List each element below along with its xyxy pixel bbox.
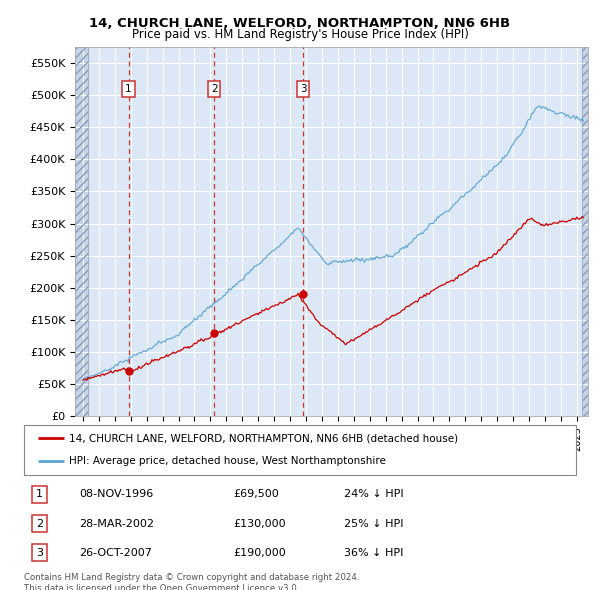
- Text: 2: 2: [36, 519, 43, 529]
- Text: 28-MAR-2002: 28-MAR-2002: [79, 519, 154, 529]
- Text: £130,000: £130,000: [234, 519, 286, 529]
- Text: 26-OCT-2007: 26-OCT-2007: [79, 548, 152, 558]
- Text: Contains HM Land Registry data © Crown copyright and database right 2024.
This d: Contains HM Land Registry data © Crown c…: [24, 573, 359, 590]
- Text: 14, CHURCH LANE, WELFORD, NORTHAMPTON, NN6 6HB: 14, CHURCH LANE, WELFORD, NORTHAMPTON, N…: [89, 17, 511, 30]
- Text: 14, CHURCH LANE, WELFORD, NORTHAMPTON, NN6 6HB (detached house): 14, CHURCH LANE, WELFORD, NORTHAMPTON, N…: [69, 433, 458, 443]
- Text: 08-NOV-1996: 08-NOV-1996: [79, 489, 154, 499]
- FancyBboxPatch shape: [24, 425, 576, 475]
- Text: 25% ↓ HPI: 25% ↓ HPI: [344, 519, 404, 529]
- Text: Price paid vs. HM Land Registry's House Price Index (HPI): Price paid vs. HM Land Registry's House …: [131, 28, 469, 41]
- Text: 1: 1: [125, 84, 132, 94]
- Bar: [581, 47, 588, 416]
- Text: 3: 3: [36, 548, 43, 558]
- Text: HPI: Average price, detached house, West Northamptonshire: HPI: Average price, detached house, West…: [69, 457, 386, 467]
- Text: 36% ↓ HPI: 36% ↓ HPI: [344, 548, 404, 558]
- Bar: [581, 47, 588, 416]
- Text: 3: 3: [300, 84, 307, 94]
- Text: 24% ↓ HPI: 24% ↓ HPI: [344, 489, 404, 499]
- Text: £69,500: £69,500: [234, 489, 280, 499]
- Bar: [75, 47, 88, 416]
- Text: £190,000: £190,000: [234, 548, 287, 558]
- Text: 1: 1: [36, 489, 43, 499]
- Text: 2: 2: [211, 84, 218, 94]
- Bar: [75, 47, 88, 416]
